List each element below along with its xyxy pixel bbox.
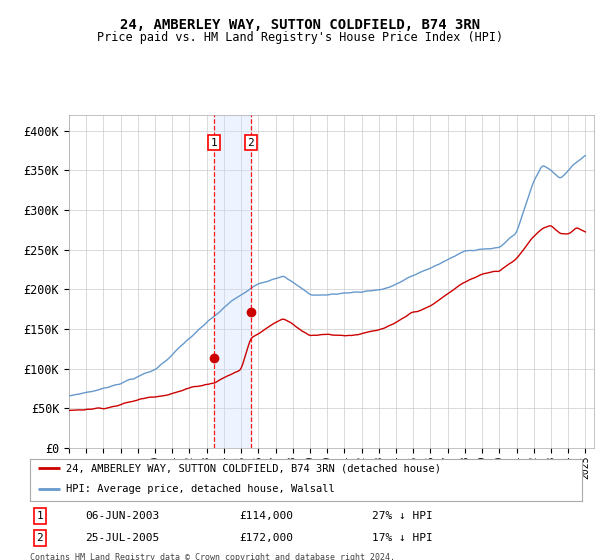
Text: 2: 2	[247, 138, 254, 148]
Text: HPI: Average price, detached house, Walsall: HPI: Average price, detached house, Wals…	[66, 484, 335, 494]
Text: 24, AMBERLEY WAY, SUTTON COLDFIELD, B74 3RN: 24, AMBERLEY WAY, SUTTON COLDFIELD, B74 …	[120, 18, 480, 32]
Text: 06-JUN-2003: 06-JUN-2003	[85, 511, 160, 521]
Text: 1: 1	[37, 511, 43, 521]
Text: £172,000: £172,000	[240, 533, 294, 543]
Bar	[214, 115, 251, 448]
Text: Price paid vs. HM Land Registry's House Price Index (HPI): Price paid vs. HM Land Registry's House …	[97, 31, 503, 44]
Text: 27% ↓ HPI: 27% ↓ HPI	[372, 511, 433, 521]
Text: 2: 2	[37, 533, 43, 543]
Text: 24, AMBERLEY WAY, SUTTON COLDFIELD, B74 3RN (detached house): 24, AMBERLEY WAY, SUTTON COLDFIELD, B74 …	[66, 464, 441, 473]
Text: 17% ↓ HPI: 17% ↓ HPI	[372, 533, 433, 543]
Text: 25-JUL-2005: 25-JUL-2005	[85, 533, 160, 543]
Text: 1: 1	[211, 138, 217, 148]
Text: Contains HM Land Registry data © Crown copyright and database right 2024.
This d: Contains HM Land Registry data © Crown c…	[30, 553, 395, 560]
Text: £114,000: £114,000	[240, 511, 294, 521]
